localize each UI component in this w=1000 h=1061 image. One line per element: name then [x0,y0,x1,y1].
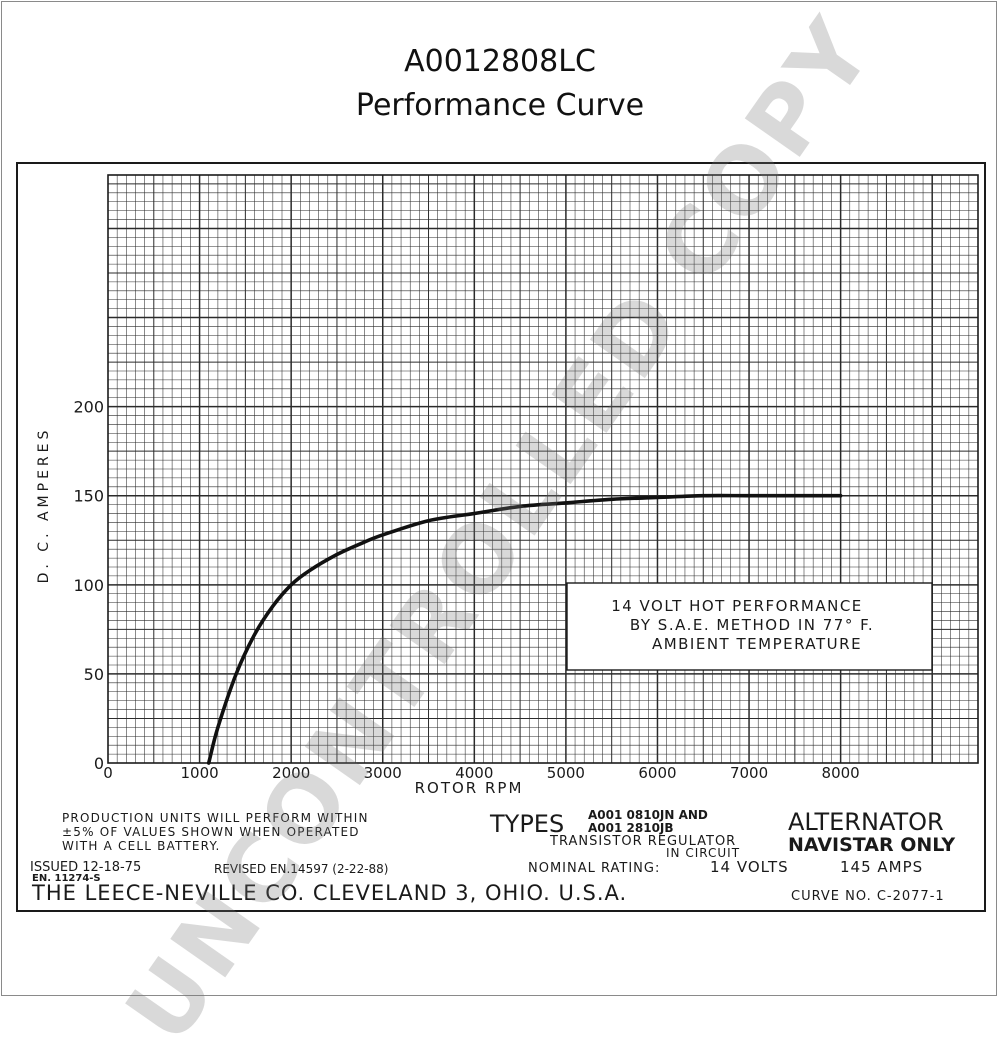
production-note-1: PRODUCTION UNITS WILL PERFORM WITHIN [62,811,369,825]
annotation-line-2: BY S.A.E. METHOD IN 77° F. [630,616,874,634]
y-tick-label: 0 [94,754,104,773]
y-tick-label: 200 [73,398,104,417]
y-tick-label: 50 [84,665,104,684]
annotation-box [566,582,933,671]
grid-minor [108,175,978,763]
x-tick-label: 4000 [455,764,493,782]
en-number: EN. 11274-S [32,873,101,884]
regulator-line-2: IN CIRCUIT [666,846,741,860]
company-name: THE LEECE-NEVILLE CO. CLEVELAND 3, OHIO.… [32,881,628,905]
y-tick-labels: 0 50 100 150 200 [73,398,104,773]
chart-subtitle: Performance Curve [355,88,645,123]
page-border [1,1,997,996]
sheet-frame [16,162,986,912]
x-tick-label: 5000 [547,764,585,782]
annotation-line-1: 14 VOLT HOT PERFORMANCE [611,597,863,615]
production-note-3: WITH A CELL BATTERY. [62,839,221,853]
x-tick-label: 0 [103,764,113,782]
plot-frame [107,174,979,764]
x-tick-label: 6000 [638,764,676,782]
curve-number: CURVE NO. C-2077-1 [791,889,945,904]
annotation-line-3: AMBIENT TEMPERATURE [652,635,862,653]
y-tick-label: 150 [73,487,104,506]
x-tick-label: 8000 [822,764,860,782]
part-number-title: A0012808LC [404,44,596,79]
navistar-label: NAVISTAR ONLY [788,834,956,856]
x-tick-label: 3000 [364,764,402,782]
type-2: A001 2810JB [588,821,674,835]
production-note-2: ±5% OF VALUES SHOWN WHEN OPERATED [62,825,360,839]
x-tick-label: 1000 [180,764,218,782]
x-tick-label: 7000 [730,764,768,782]
x-tick-label: 2000 [272,764,310,782]
nominal-amps: 145 AMPS [840,858,924,876]
y-tick-label: 100 [73,576,104,595]
x-tick-labels: 0 1000 2000 3000 4000 5000 6000 7000 8000 [103,764,859,782]
x-axis-label: ROTOR RPM [415,779,524,797]
types-label: TYPES [490,810,565,838]
nominal-volts: 14 VOLTS [710,858,789,876]
revised-note: REVISED EN.14597 (2-22-88) [214,862,389,876]
issued-date: ISSUED 12-18-75 [30,860,142,875]
alternator-label: ALTERNATOR [788,808,944,836]
y-axis-label: D. C. AMPERES [36,427,52,584]
performance-chart: 0 50 100 150 200 0 1000 2000 3000 4000 5000 6000 70… [16,162,986,912]
regulator-line-1: TRANSISTOR REGULATOR [550,834,737,849]
type-1: A001 0810JN AND [588,808,708,822]
output-curve [206,493,843,765]
nominal-rating-label: NOMINAL RATING: [528,861,661,876]
